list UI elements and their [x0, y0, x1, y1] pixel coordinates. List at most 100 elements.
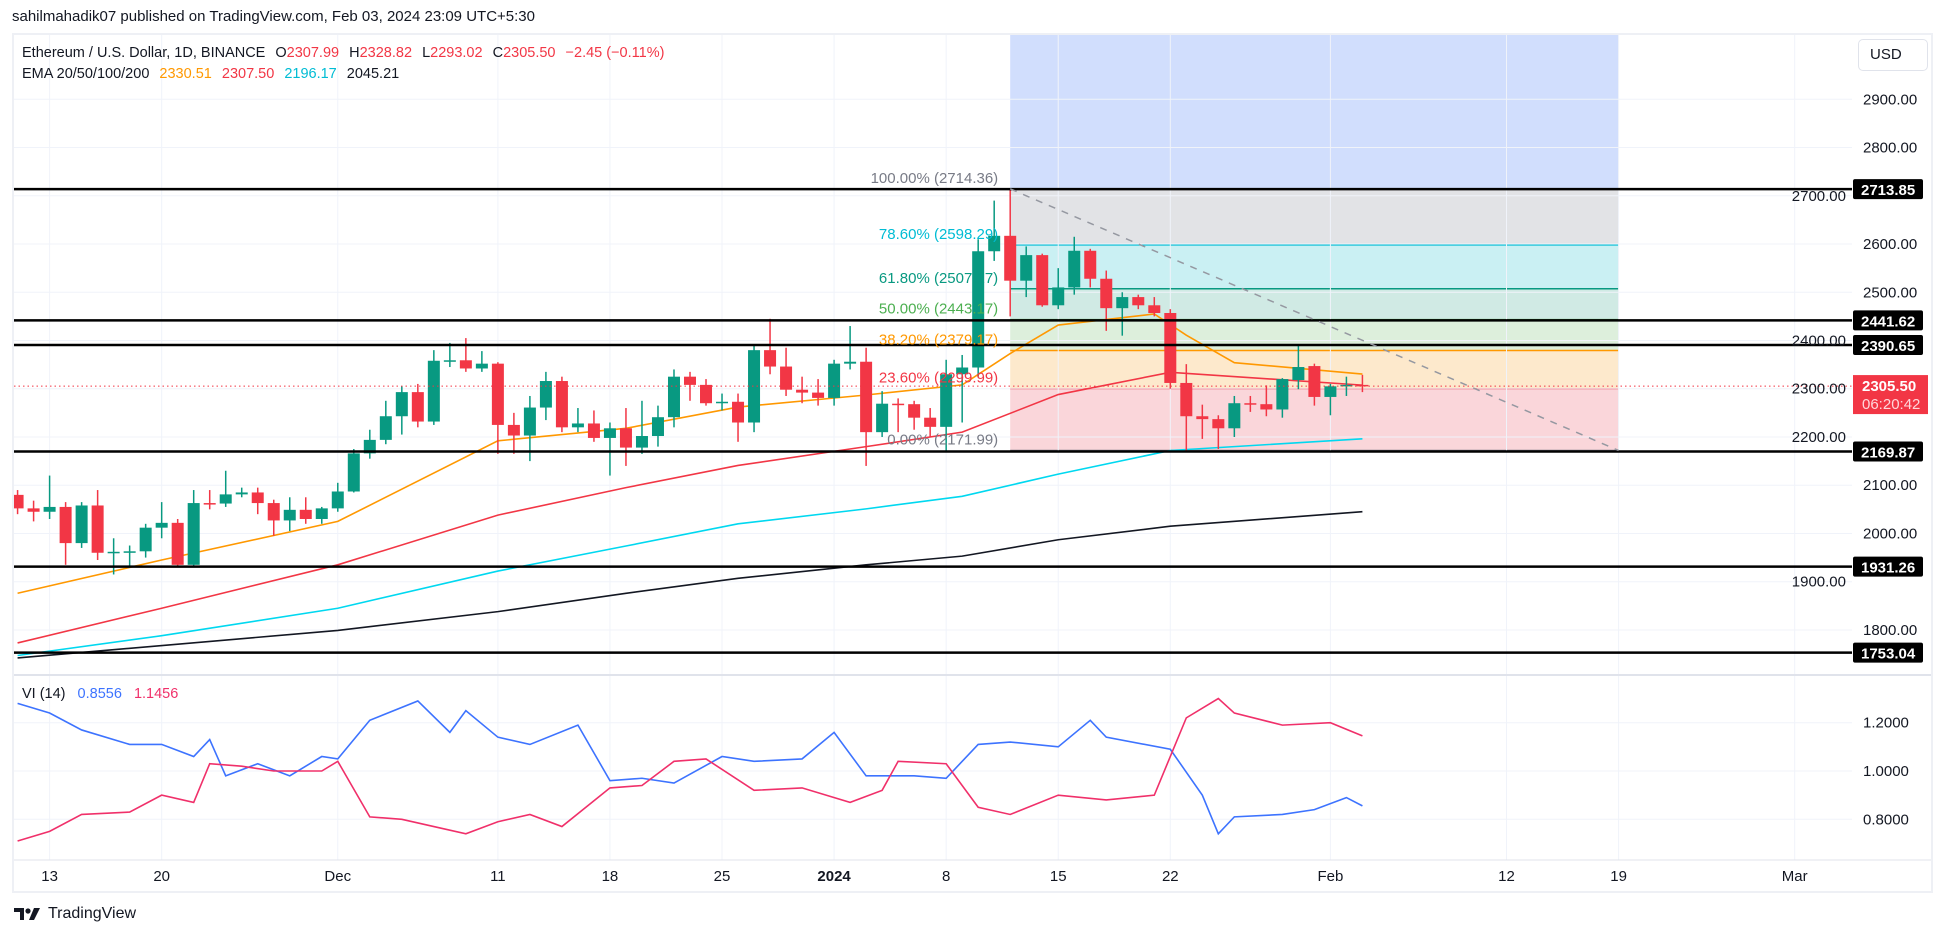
- candle-body: [1276, 379, 1289, 410]
- vi-minus-line: [17, 697, 1363, 842]
- time-tick-label: 19: [1610, 868, 1627, 885]
- vi-minus-value: 1.1456: [133, 686, 179, 702]
- level-price-badge: [1853, 335, 1923, 356]
- countdown-label: 06:20:42: [1862, 396, 1920, 413]
- price-tick-label: 2400.00: [1792, 333, 1846, 350]
- ema-label: EMA 20/50/100/200: [22, 66, 150, 82]
- candle-body: [1132, 297, 1145, 306]
- candle-body: [299, 509, 312, 519]
- candle-body: [203, 503, 216, 505]
- candle-body: [315, 508, 328, 519]
- time-tick-label: Feb: [1317, 868, 1343, 885]
- candle-body: [331, 491, 344, 509]
- fib-level-label: 38.20% (2379.17): [879, 332, 998, 349]
- ema-line: [17, 510, 1363, 659]
- candle-body: [43, 506, 56, 512]
- candle-body: [75, 505, 88, 544]
- candle-body: [1004, 235, 1017, 281]
- vi-tick-label: 1.0000: [1863, 763, 1909, 780]
- time-tick-label: 2024: [817, 868, 851, 885]
- time-tick-label: 22: [1162, 868, 1179, 885]
- price-tick-label: 2300.00: [1792, 381, 1846, 398]
- axes: 2900.00 2800.00 2700.00 2600.00 2500.00 2400.…: [14, 91, 1931, 885]
- horizontal-levels: [14, 187, 1852, 654]
- candle-body: [107, 551, 120, 554]
- candle-body: [1148, 305, 1161, 314]
- price-tick-label: 2900.00: [1863, 91, 1917, 108]
- vi-tick-label: 0.8000: [1863, 811, 1909, 828]
- candle-body: [1084, 250, 1097, 279]
- candle-body: [844, 361, 857, 364]
- time-tick-label: Dec: [324, 868, 351, 885]
- candle-body: [1052, 287, 1065, 306]
- price-tick-label: 2800.00: [1863, 140, 1917, 157]
- brand-name: TradingView: [48, 905, 137, 922]
- candle-body: [1180, 382, 1193, 417]
- level-price-badge: [1853, 179, 1923, 200]
- candle-body: [14, 494, 24, 509]
- vortex-indicator: [17, 697, 1363, 842]
- level-price-label: 2390.65: [1861, 338, 1915, 355]
- time-tick-label: 25: [714, 868, 731, 885]
- price-tick-label: 2200.00: [1792, 429, 1846, 446]
- fib-level-label: 100.00% (2714.36): [871, 170, 999, 187]
- candle-body: [892, 403, 905, 406]
- candle-body: [267, 503, 280, 521]
- footer-brand[interactable]: TradingView: [14, 905, 136, 923]
- high-value: 2328.82: [359, 45, 413, 61]
- candle-body: [539, 381, 552, 408]
- ema100-value: 2196.17: [284, 66, 337, 82]
- candle-body: [796, 389, 809, 393]
- candle-body: [924, 417, 937, 427]
- ohlc-open: O2307.99: [275, 45, 339, 61]
- candle-body: [956, 367, 969, 375]
- candle-body: [443, 360, 456, 362]
- fib-upper-zone: [1010, 35, 1619, 189]
- candle-body: [475, 363, 488, 369]
- trend-line: [1009, 188, 1619, 452]
- ema-line: [17, 438, 1363, 657]
- time-tick-label: 15: [1050, 868, 1067, 885]
- time-tick-label: 20: [153, 868, 170, 885]
- vi-plus-line: [17, 700, 1363, 836]
- candle-body: [700, 384, 713, 404]
- candle-body: [571, 423, 584, 428]
- level-price-badge: [1853, 642, 1923, 663]
- vi-legend: VI (14) 0.8556 1.1456: [22, 686, 186, 702]
- price-tick-label: 1800.00: [1863, 622, 1917, 639]
- candle-body: [363, 439, 376, 454]
- candle-body: [187, 503, 200, 565]
- high-label: H: [349, 45, 360, 61]
- level-price-label: 2713.85: [1861, 182, 1915, 199]
- level-price-label: 2441.62: [1861, 313, 1915, 330]
- ema-legend: EMA 20/50/100/200 2330.51 2307.50 2196.1…: [22, 66, 405, 82]
- ema-lines: [17, 313, 1363, 659]
- candle-body: [491, 363, 504, 425]
- candle-body: [619, 428, 632, 448]
- candle-body: [812, 392, 825, 398]
- candle-body: [764, 350, 777, 367]
- tradingview-logo-icon: [14, 908, 40, 920]
- candle-body: [555, 381, 568, 428]
- ohlc-close: C2305.50: [493, 45, 556, 61]
- candle-body: [459, 360, 472, 369]
- vi-label: VI (14): [22, 686, 66, 702]
- candle-body: [427, 360, 440, 422]
- candle-body: [1196, 416, 1209, 420]
- time-tick-label: Mar: [1782, 868, 1808, 885]
- ema-line: [17, 371, 1363, 644]
- close-value: 2305.50: [503, 45, 556, 61]
- time-tick-label: 11: [490, 868, 506, 885]
- candle-body: [91, 505, 104, 553]
- currency-button[interactable]: USD: [1858, 39, 1928, 71]
- candle-body: [1212, 419, 1225, 429]
- candle-body: [235, 492, 248, 495]
- candle-body: [780, 366, 793, 390]
- low-value: 2293.02: [430, 45, 483, 61]
- candles: [14, 189, 1369, 575]
- candle-body: [1356, 384, 1369, 387]
- ema200-value: 2045.21: [346, 66, 400, 82]
- candle-body: [523, 407, 536, 436]
- candle-body: [635, 436, 648, 448]
